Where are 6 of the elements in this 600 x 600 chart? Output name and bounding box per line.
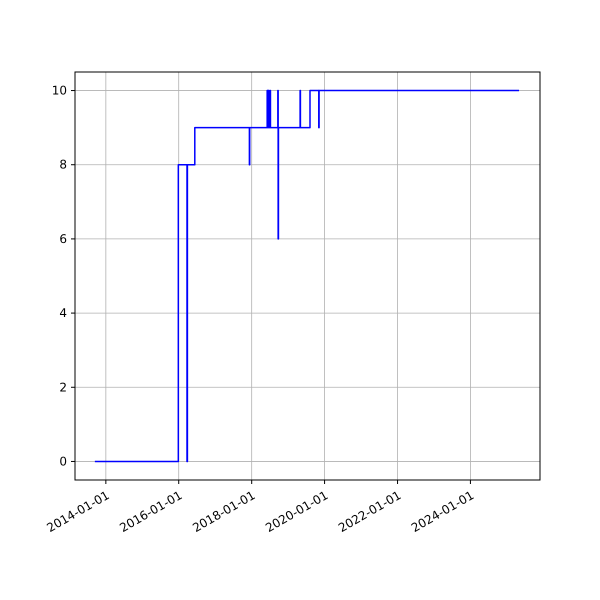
y-tick-label: 2 xyxy=(59,380,67,394)
y-tick-label: 6 xyxy=(59,232,67,246)
y-tick-label: 8 xyxy=(59,158,67,172)
y-tick-label: 0 xyxy=(59,454,67,468)
y-tick-label: 10 xyxy=(52,84,67,98)
y-tick-label: 4 xyxy=(59,306,67,320)
